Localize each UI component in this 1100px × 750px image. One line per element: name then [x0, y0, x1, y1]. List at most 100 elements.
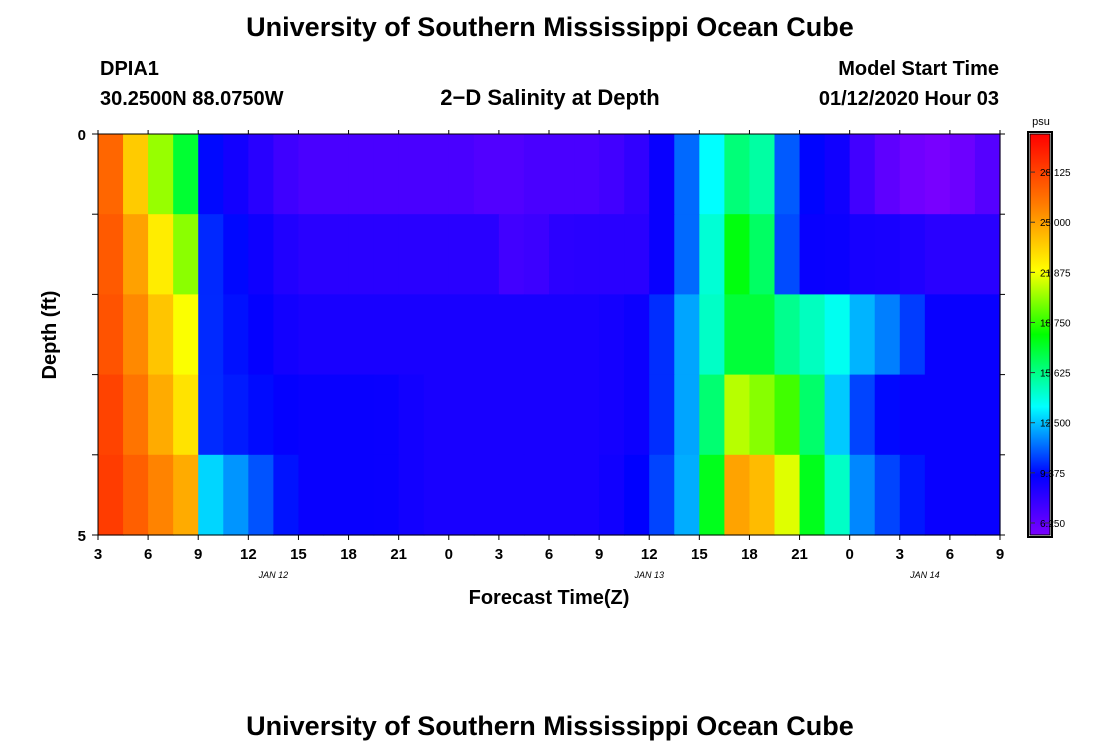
heatmap-cell	[549, 454, 575, 536]
heatmap-cell	[774, 454, 801, 536]
heatmap-cell	[649, 134, 675, 215]
model-start-value: 01/12/2020 Hour 03	[819, 88, 999, 110]
heatmap-cell	[498, 214, 525, 295]
heatmap-cell	[248, 134, 274, 215]
heatmap-cell	[899, 294, 926, 376]
colorbar-tick-label: 15.625	[1040, 369, 1071, 380]
heatmap-cell	[799, 454, 826, 536]
heatmap-cell	[423, 454, 450, 536]
heatmap-cell	[173, 134, 199, 215]
heatmap-cell	[323, 134, 350, 215]
heatmap-cell	[473, 134, 500, 215]
x-tick-label: 21	[390, 546, 407, 563]
heatmap-cell	[649, 294, 675, 376]
heatmap-cell	[849, 214, 876, 295]
heatmap-cell	[674, 214, 700, 295]
heatmap-cell	[273, 134, 300, 215]
colorbar-ticks: 28.125 25.000 21.875 18.750 15.625 12.500 9.37…	[1030, 168, 1071, 530]
heatmap-cell	[724, 454, 751, 536]
heatmap-cell	[498, 454, 525, 536]
heatmap-cell	[498, 294, 525, 376]
heatmap-cell	[498, 134, 525, 215]
heatmap-cell	[674, 374, 700, 456]
x-date-label: JAN 12	[258, 570, 289, 580]
heatmap-cell	[323, 374, 350, 456]
heatmap-cell	[724, 134, 751, 215]
heatmap-cell	[749, 134, 776, 215]
heatmap-cell	[924, 134, 951, 215]
colorbar-tick-label: 18.750	[1040, 318, 1071, 329]
heatmap-cell	[699, 374, 725, 456]
heatmap-cell	[749, 374, 776, 456]
heatmap-cell	[373, 214, 400, 295]
heatmap-cell	[423, 374, 450, 456]
figure-title-top: University of Southern Mississippi Ocean…	[246, 12, 854, 42]
heatmap-cell	[348, 214, 375, 295]
x-tick-label: 6	[946, 546, 954, 563]
heatmap-cell	[373, 374, 400, 456]
heatmap-cell	[248, 454, 274, 536]
heatmap-cell	[273, 374, 300, 456]
heatmap-cell	[298, 374, 325, 456]
heatmap-cell	[624, 294, 650, 376]
heatmap-cell	[173, 454, 199, 536]
x-tick-label: 15	[290, 546, 307, 563]
station-id: DPIA1	[100, 58, 159, 80]
heatmap-cell	[98, 134, 124, 215]
model-start-label: Model Start Time	[838, 58, 999, 80]
x-tick-label: 9	[996, 546, 1004, 563]
heatmap-cell	[123, 374, 149, 456]
heatmap-cell	[824, 134, 851, 215]
heatmap-cell	[949, 294, 976, 376]
heatmap-cell	[448, 134, 475, 215]
heatmap-cell	[473, 214, 500, 295]
heatmap-cell	[599, 374, 625, 456]
heatmap-cell	[924, 214, 951, 295]
x-tick-label: 9	[194, 546, 202, 563]
heatmap-cell	[423, 134, 450, 215]
heatmap-cell	[599, 134, 625, 215]
heatmap-cell	[599, 294, 625, 376]
heatmap-cell	[724, 214, 751, 295]
heatmap-cell	[574, 134, 600, 215]
heatmap-cell	[473, 454, 500, 536]
heatmap-cell	[523, 134, 550, 215]
heatmap-cell	[874, 374, 901, 456]
heatmap-cell	[674, 134, 700, 215]
heatmap-cell	[849, 134, 876, 215]
heatmap-cell	[523, 294, 550, 376]
heatmap-cell	[974, 134, 1001, 215]
x-tick-label: 18	[340, 546, 357, 563]
heatmap-cell	[473, 294, 500, 376]
heatmap-cell	[724, 374, 751, 456]
heatmap-cell	[523, 214, 550, 295]
y-tick-label: 0	[78, 127, 86, 144]
heatmap-cell	[348, 294, 375, 376]
heatmap-cell	[574, 214, 600, 295]
heatmap-cell	[373, 294, 400, 376]
heatmap-cell	[649, 374, 675, 456]
heatmap-cell	[674, 454, 700, 536]
heatmap-cell	[298, 214, 325, 295]
date-labels: JAN 12 JAN 13 JAN 14	[258, 570, 940, 580]
y-tick-label: 5	[78, 528, 86, 545]
heatmap-cell	[173, 214, 199, 295]
heatmap-cell	[398, 214, 425, 295]
heatmap-cell	[148, 134, 174, 215]
x-tick-label: 21	[791, 546, 808, 563]
heatmap-cell	[223, 374, 249, 456]
heatmap-cell	[699, 454, 725, 536]
heatmap-cell	[624, 134, 650, 215]
x-tick-label: 9	[595, 546, 603, 563]
x-tick-label: 12	[240, 546, 257, 563]
heatmap-cell	[849, 294, 876, 376]
heatmap-cell	[123, 134, 149, 215]
heatmap-cell	[824, 294, 851, 376]
heatmap-cell	[899, 374, 926, 456]
heatmap-cell	[949, 134, 976, 215]
heatmap-cell	[624, 374, 650, 456]
heatmap-cell	[348, 454, 375, 536]
heatmap-cell	[949, 454, 976, 536]
heatmap-cell	[423, 294, 450, 376]
